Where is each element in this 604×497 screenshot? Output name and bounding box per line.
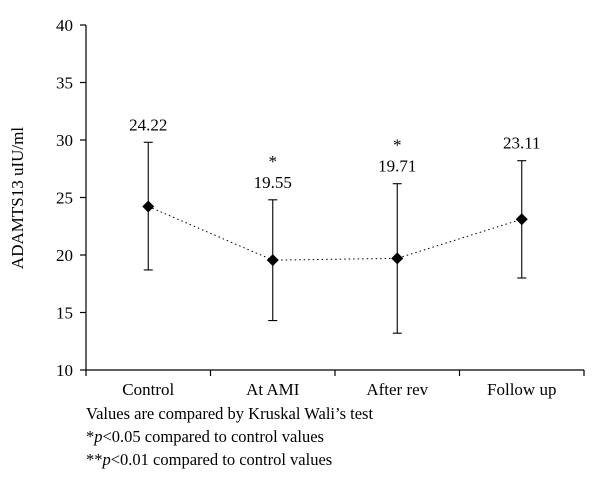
x-tick-label-2: At AMI	[246, 380, 300, 399]
data-point-4	[515, 213, 528, 226]
y-tick-label-20: 20	[56, 246, 73, 265]
note-p005-p: p	[94, 427, 103, 446]
significance-mark-3: *	[393, 136, 402, 155]
data-label-4: 23.11	[503, 134, 541, 153]
note-p001-stars: **	[86, 450, 103, 469]
y-axis: 10 15 20 25 30 35 40	[56, 16, 87, 380]
y-tick-label-15: 15	[56, 304, 73, 323]
note-test: Values are compared by Kruskal Wali’s te…	[86, 404, 374, 423]
x-tick-label-3: After rev	[366, 380, 428, 399]
series: 24.22 19.55 * 19.71 * 23.11	[129, 115, 541, 334]
note-p001: **p<0.01 compared to control values	[86, 448, 373, 471]
note-p001-text: <0.01 compared to control values	[110, 450, 333, 469]
series-line	[148, 206, 522, 261]
x-tick-label-4: Follow up	[487, 380, 556, 399]
x-axis: Control At AMI After rev Follow up	[85, 369, 585, 399]
data-label-2: 19.55	[254, 173, 292, 192]
data-point-1	[142, 200, 155, 213]
y-tick-label-35: 35	[56, 74, 73, 93]
note-p005-text: <0.05 compared to control values	[102, 427, 324, 446]
note-p001-p: p	[102, 450, 111, 469]
data-point-3	[391, 252, 404, 265]
y-tick-label-10: 10	[56, 361, 73, 380]
note-p005: *p<0.05 compared to control values	[86, 425, 373, 448]
note-p005-stars: *	[86, 427, 95, 446]
x-tick-label-1: Control	[122, 380, 174, 399]
data-label-1: 24.22	[129, 115, 167, 134]
y-tick-label-25: 25	[56, 189, 73, 208]
chart: 10 15 20 25 30 35 40 Control At AMI After rev Fol…	[8, 16, 585, 399]
significance-mark-2: *	[269, 152, 278, 171]
y-axis-label: ADAMTS13 uIU/ml	[8, 127, 27, 269]
chart-notes: Values are compared by Kruskal Wali’s te…	[86, 402, 373, 471]
y-tick-label-40: 40	[56, 16, 73, 35]
data-point-2	[266, 254, 279, 267]
data-label-3: 19.71	[378, 157, 416, 176]
y-tick-label-30: 30	[56, 131, 73, 150]
